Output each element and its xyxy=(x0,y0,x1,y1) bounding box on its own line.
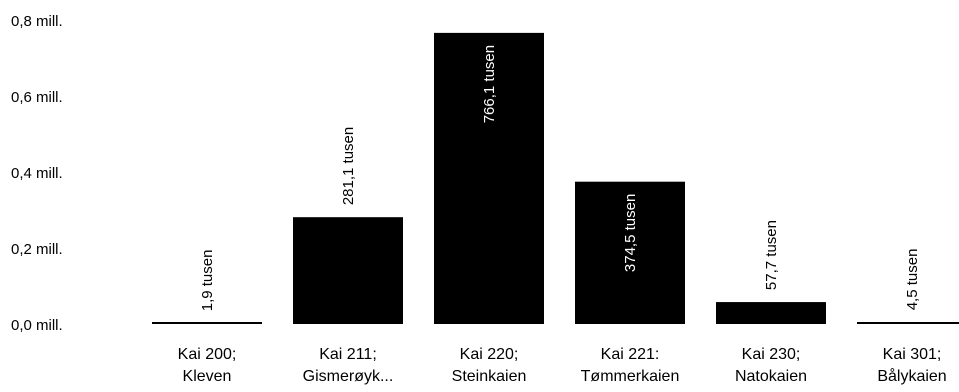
y-tick-label: 0,8 mill. xyxy=(11,13,63,30)
x-tick-label: Natokaien xyxy=(735,368,807,385)
y-tick-label: 0,4 mill. xyxy=(11,165,63,182)
x-tick-label: Kai 220; xyxy=(460,346,519,363)
x-tick-label: Bålykaien xyxy=(877,367,946,385)
y-tick-label: 0,0 mill. xyxy=(11,317,63,334)
bar xyxy=(152,322,262,324)
x-tick-label: Steinkaien xyxy=(452,368,527,385)
data-label: 374,5 tusen xyxy=(622,194,639,272)
bar xyxy=(293,217,403,324)
x-tick-label: Gismerøyk... xyxy=(303,368,394,385)
data-label: 766,1 tusen xyxy=(481,45,498,123)
x-tick-label: Kleven xyxy=(183,368,232,385)
bar xyxy=(857,322,959,324)
x-tick-label: Kai 221: xyxy=(601,346,660,363)
data-label: 57,7 tusen xyxy=(763,220,780,290)
bar xyxy=(575,181,685,324)
x-tick-label: Tømmerkaien xyxy=(581,368,680,385)
data-label: 4,5 tusen xyxy=(904,249,921,311)
bar xyxy=(434,32,544,325)
x-tick-label: Kai 200; xyxy=(178,346,237,363)
data-label: 281,1 tusen xyxy=(340,127,357,205)
data-label: 1,9 tusen xyxy=(199,250,216,312)
y-tick-label: 0,6 mill. xyxy=(11,89,63,106)
x-tick-label: Kai 211; xyxy=(319,346,377,363)
y-tick-label: 0,2 mill. xyxy=(11,241,63,258)
bar xyxy=(716,302,826,324)
x-tick-label: Kai 301; xyxy=(883,346,942,363)
x-tick-label: Kai 230; xyxy=(742,346,801,363)
